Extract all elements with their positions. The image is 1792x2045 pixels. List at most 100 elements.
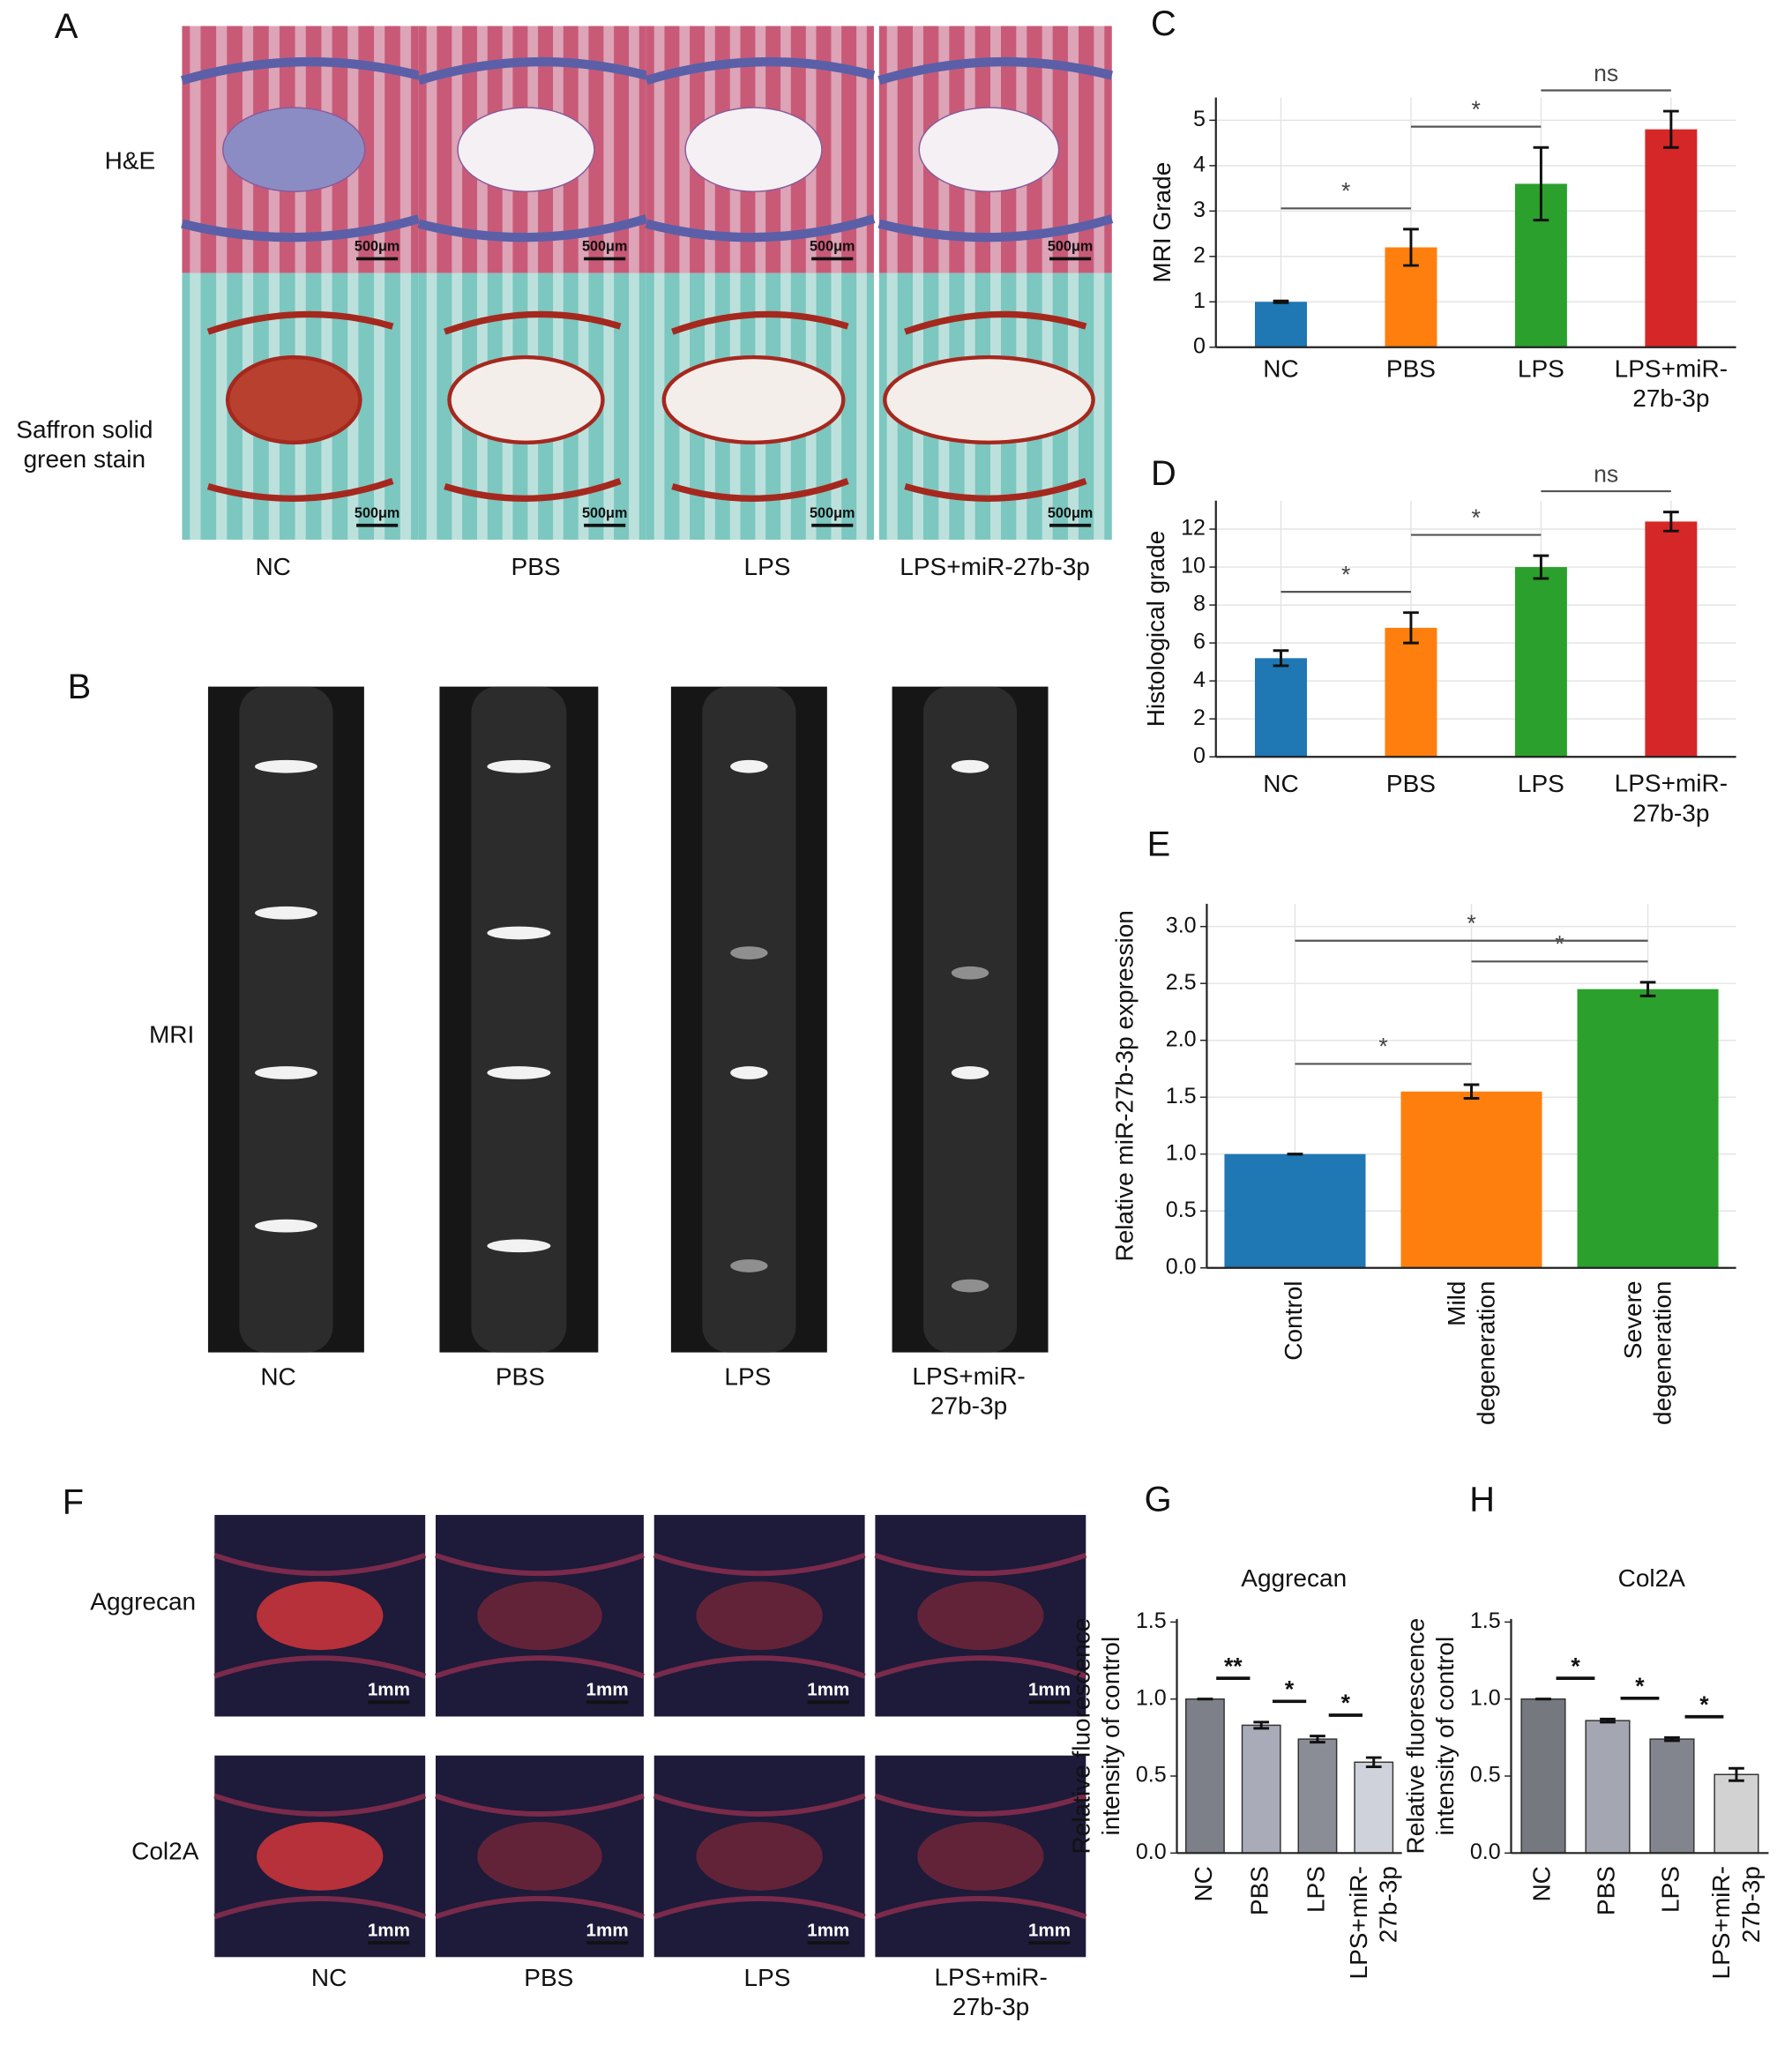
significance-label: * <box>1472 96 1481 123</box>
column-label: PBS <box>496 1363 545 1391</box>
y-tick-label: 2.5 <box>1166 970 1197 995</box>
x-tick-label: LPS <box>1302 1866 1329 1913</box>
image-tile <box>670 686 827 1353</box>
bar <box>1714 1773 1759 1855</box>
y-tick-label: 5 <box>1193 107 1206 131</box>
bar <box>1585 1720 1631 1855</box>
endplate <box>874 1896 1087 1920</box>
image-tile <box>180 26 421 273</box>
significance-label: * <box>1571 1653 1580 1679</box>
y-tick-label: 0.5 <box>1136 1763 1167 1788</box>
bar <box>1385 627 1437 758</box>
trabecula <box>913 26 924 273</box>
endplate <box>435 1896 645 1920</box>
column-label: LPS <box>724 1363 771 1391</box>
trabecula <box>603 272 615 540</box>
nucleus <box>917 1822 1044 1891</box>
bar <box>1297 1738 1338 1855</box>
y-axis-label: Relative miR-27b-3p expression <box>1110 910 1138 1261</box>
scale-bar-label: 500μm <box>355 238 399 254</box>
scale-bar-label: 500μm <box>582 505 627 521</box>
x-tick-label: LPS <box>1518 770 1564 797</box>
significance-label: * <box>1378 1034 1387 1060</box>
significance-label: * <box>1341 1690 1351 1716</box>
nucleus <box>257 1581 384 1651</box>
bar <box>1354 1761 1394 1855</box>
x-tick-label: Control <box>1280 1281 1307 1361</box>
y-axis-label: Relative fluorescence intensity of contro… <box>1068 1618 1125 1855</box>
endplate <box>877 56 1114 86</box>
column-label: NC <box>311 1964 347 1991</box>
endplate <box>417 214 648 243</box>
scale-bar-label: 1mm <box>807 1679 849 1699</box>
bar <box>1184 1698 1225 1855</box>
row-label: Aggrecan <box>90 1588 196 1616</box>
y-tick-label: 0.0 <box>1136 1840 1167 1864</box>
x-tick-label: NC <box>1190 1866 1217 1901</box>
y-tick-label: 0.0 <box>1166 1254 1197 1279</box>
panel-letter: A <box>55 7 78 46</box>
disc <box>487 759 551 773</box>
nucleus <box>457 107 595 192</box>
endplate <box>904 310 1087 335</box>
significance-label: * <box>1341 561 1350 587</box>
scale-bar-label: 500μm <box>1048 505 1093 521</box>
trabecula <box>216 26 228 273</box>
y-tick-label: 1.5 <box>1136 1608 1167 1633</box>
disc <box>487 1239 551 1253</box>
image-tile <box>207 686 364 1353</box>
y-tick-label: 0.5 <box>1470 1763 1501 1788</box>
bar <box>1520 1698 1566 1855</box>
scale-bar-label: 1mm <box>368 1920 410 1940</box>
trabecula <box>653 272 665 540</box>
trabecula <box>374 272 385 540</box>
endplate <box>435 1793 645 1817</box>
image-tile <box>645 26 876 273</box>
scale-bar-label: 500μm <box>355 505 399 521</box>
disc <box>951 1279 989 1293</box>
scale-bar-label: 1mm <box>1028 1920 1071 1940</box>
disc <box>951 966 989 980</box>
column-label: NC <box>255 553 290 580</box>
endplate <box>653 1793 866 1817</box>
x-tick-label: NC <box>1263 355 1298 383</box>
endplate <box>417 56 648 86</box>
scale-bar-label: 500μm <box>1048 238 1093 254</box>
y-tick-label: 3 <box>1193 198 1206 222</box>
trabecula <box>399 272 412 540</box>
disc <box>730 759 768 773</box>
panel-letter: G <box>1145 1481 1172 1519</box>
significance-label: ns <box>1594 460 1618 487</box>
bar <box>1649 1738 1695 1855</box>
significance-label: ns <box>1594 60 1618 86</box>
endplate <box>213 1793 427 1817</box>
column-label: LPS+miR-27b-3p <box>934 1964 1047 2021</box>
y-tick-label: 4 <box>1193 668 1206 692</box>
bar <box>1645 521 1698 758</box>
endplate <box>206 310 394 335</box>
image-tile <box>646 272 874 540</box>
row-label: H&E <box>105 147 156 175</box>
nucleus <box>918 107 1060 192</box>
y-tick-label: 4 <box>1193 152 1206 176</box>
row-label: Saffron solid green stain <box>16 416 153 474</box>
significance-label: * <box>1472 504 1481 531</box>
y-tick-label: 3.0 <box>1166 913 1197 937</box>
y-tick-label: 0 <box>1193 333 1206 358</box>
x-tick-label: PBS <box>1386 770 1436 797</box>
y-tick-label: 8 <box>1193 592 1206 616</box>
endplate <box>877 214 1114 243</box>
significance-label: ** <box>1224 1653 1243 1679</box>
trabecula <box>603 26 615 273</box>
trabecula <box>216 272 228 540</box>
significance-label: * <box>1467 910 1475 937</box>
endplate <box>444 310 622 335</box>
scale-bar-label: 500μm <box>810 505 855 521</box>
image-tile <box>653 1755 866 1958</box>
endplate <box>653 1552 866 1577</box>
row-label: Col2A <box>131 1838 199 1865</box>
x-tick-label: LPS+miR-27b-3p <box>1615 355 1728 413</box>
bar <box>1577 989 1719 1268</box>
y-tick-label: 6 <box>1193 630 1206 654</box>
panel-letter: C <box>1151 4 1176 43</box>
